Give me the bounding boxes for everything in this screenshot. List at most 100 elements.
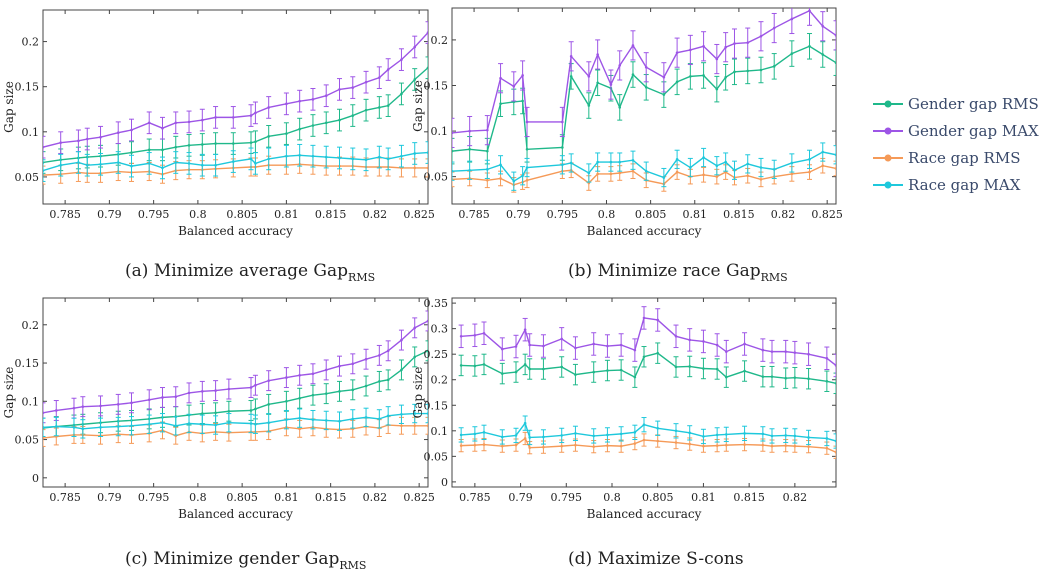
series-group [43, 310, 428, 447]
data-point [618, 64, 622, 67]
data-point [790, 172, 794, 176]
data-point [267, 106, 270, 109]
x-axis-label: Balanced accuracy [587, 224, 702, 238]
data-point [619, 444, 623, 448]
x-tick-label: 0.815 [315, 491, 347, 504]
series-race-gap-rms [458, 431, 836, 459]
data-point [560, 365, 564, 369]
data-point [542, 435, 545, 439]
data-point [378, 106, 381, 109]
data-point [249, 409, 253, 412]
data-point [43, 436, 45, 440]
data-point [351, 417, 355, 421]
x-tick-label: 0.8 [189, 491, 207, 504]
data-point [772, 26, 776, 30]
legend: Gender gap RMS Gender gap MAX Race gap RMS… [873, 95, 1039, 194]
data-point [298, 99, 301, 103]
y-axis-label: Gap size [2, 367, 16, 419]
data-point [214, 142, 217, 145]
data-point [662, 176, 666, 179]
data-point [116, 403, 120, 406]
data-point [592, 342, 596, 346]
data-point [468, 168, 471, 172]
data-point [675, 51, 679, 54]
caption-text: Minimize race Gap [598, 261, 761, 281]
data-point [43, 169, 45, 172]
data-point [642, 423, 646, 426]
data-point [642, 355, 646, 359]
x-tick-label: 0.8 [603, 491, 621, 504]
data-point [808, 170, 811, 174]
data-point [72, 406, 76, 410]
y-axis-label: Gap size [411, 367, 425, 419]
data-point [473, 432, 477, 436]
data-point [254, 140, 257, 144]
data-point [351, 362, 355, 366]
data-point [514, 370, 518, 374]
series-group [452, 8, 836, 193]
data-point [378, 354, 381, 357]
data-point [130, 128, 133, 132]
data-point [674, 429, 678, 433]
series-line-race-gap-max [461, 421, 836, 442]
data-point [631, 73, 635, 76]
data-point [521, 74, 524, 77]
data-point [821, 24, 825, 28]
data-point [569, 75, 573, 78]
data-point [338, 419, 341, 423]
data-point [254, 407, 257, 411]
data-point [772, 168, 776, 171]
data-point [560, 444, 564, 448]
data-point [187, 162, 191, 165]
data-point [702, 74, 705, 77]
caption-subscript: RMS [348, 271, 375, 284]
series-race-gap-max [458, 415, 836, 449]
data-point [560, 337, 564, 341]
data-point [834, 61, 836, 64]
data-point [267, 379, 270, 382]
data-point [834, 450, 836, 454]
data-point [807, 445, 810, 448]
data-point [512, 179, 516, 183]
data-point [784, 444, 788, 447]
series-line-gender-gap-rms [452, 45, 836, 152]
data-point [174, 121, 178, 125]
data-point [54, 409, 58, 412]
data-point [688, 365, 692, 368]
data-point [790, 17, 794, 21]
data-point [201, 143, 204, 146]
data-point [793, 351, 797, 354]
data-point [569, 55, 573, 58]
data-point [161, 126, 164, 130]
data-point [633, 375, 637, 379]
caption-text: Maximize S-cons [598, 549, 744, 569]
data-point [54, 425, 58, 428]
data-point [130, 424, 133, 428]
data-point [500, 347, 504, 351]
data-point [364, 384, 368, 388]
x-tick-label: 0.795 [547, 208, 579, 221]
data-point [592, 434, 596, 438]
data-point [499, 177, 502, 180]
data-point [675, 170, 679, 174]
data-point [724, 443, 728, 447]
data-point [267, 135, 270, 138]
data-point [561, 146, 564, 149]
data-point [486, 178, 489, 182]
data-point [523, 437, 527, 440]
data-point [413, 412, 417, 415]
data-point [500, 444, 504, 448]
data-point [733, 42, 736, 45]
data-point [702, 156, 705, 159]
data-point [514, 443, 518, 447]
data-point [267, 157, 270, 161]
data-point [674, 365, 678, 369]
data-point [285, 376, 288, 379]
data-point [311, 154, 315, 158]
data-point [324, 392, 328, 395]
legend-label: Gender gap RMS [908, 95, 1039, 113]
data-point [807, 377, 810, 381]
data-point [187, 422, 191, 425]
x-tick-label: 0.785 [49, 208, 81, 221]
